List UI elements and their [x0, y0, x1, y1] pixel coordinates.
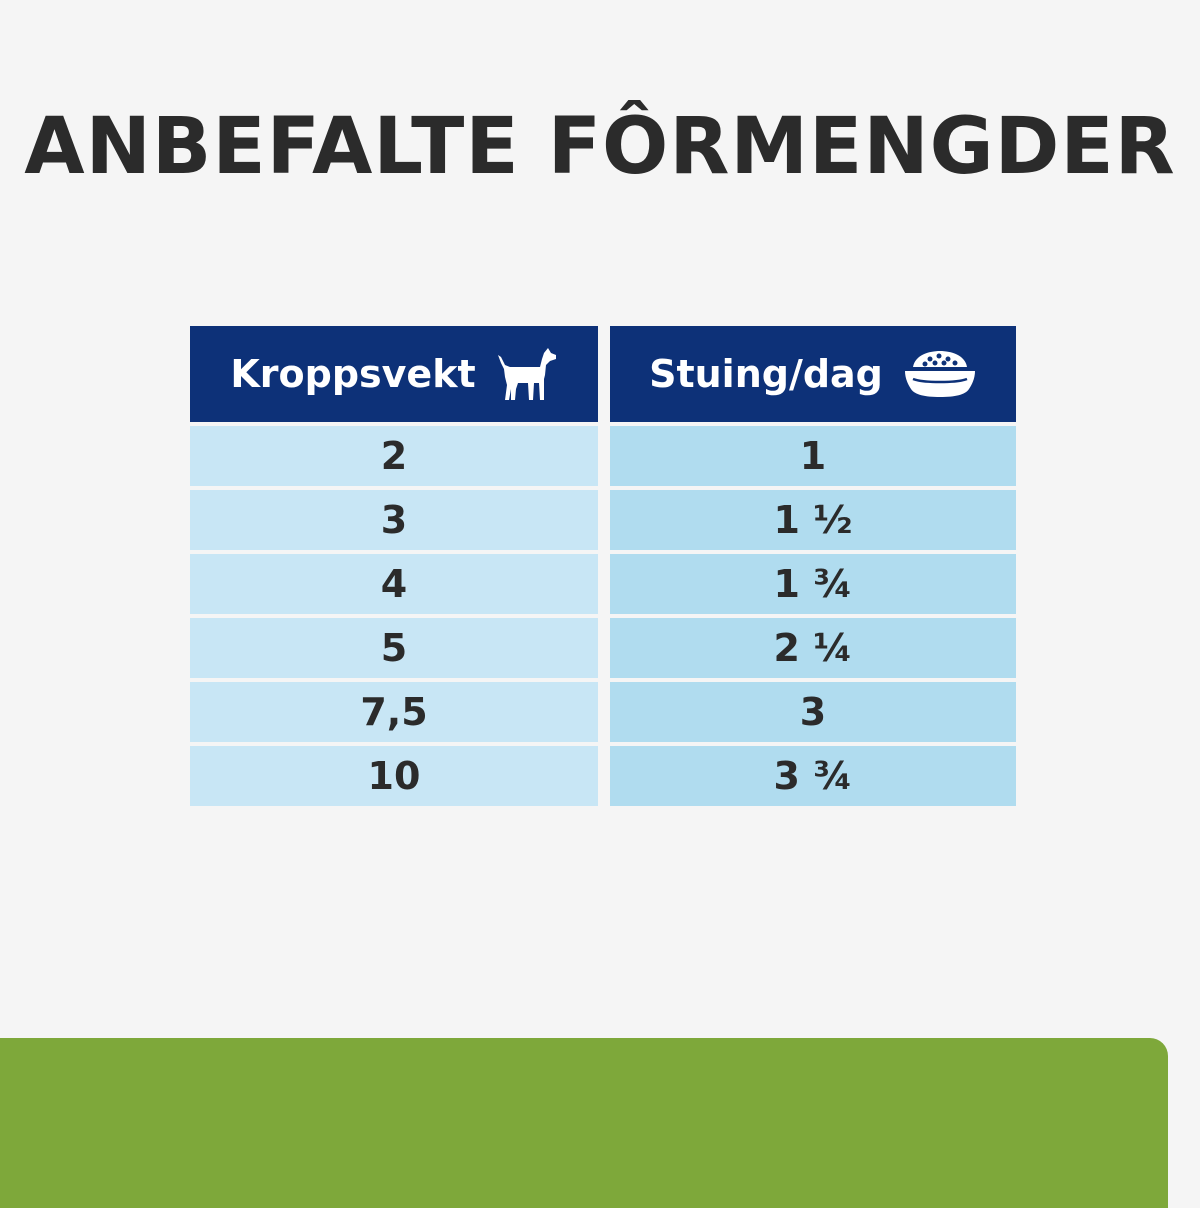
page-title: ANBEFALTE FÔRMENGDER [24, 102, 1176, 192]
table-header-row: Kroppsvekt Stuing/dag [190, 326, 1016, 422]
weight-cell: 4 [190, 554, 598, 614]
food-bowl-icon [903, 349, 977, 399]
amount-cell: 1 ¾ [610, 554, 1016, 614]
footer-band [0, 1038, 1168, 1208]
weight-cell: 10 [190, 746, 598, 806]
amount-cell: 3 ¾ [610, 746, 1016, 806]
header-amount: Stuing/dag [610, 326, 1016, 422]
feeding-table: Kroppsvekt Stuing/dag [190, 326, 1016, 806]
amount-cell: 1 ½ [610, 490, 1016, 550]
amount-cell: 3 [610, 682, 1016, 742]
table-row: 5 2 ¼ [190, 618, 1016, 678]
amount-cell: 2 ¼ [610, 618, 1016, 678]
table-row: 3 1 ½ [190, 490, 1016, 550]
weight-cell: 7,5 [190, 682, 598, 742]
table-row: 4 1 ¾ [190, 554, 1016, 614]
table-row: 7,5 3 [190, 682, 1016, 742]
header-body-weight: Kroppsvekt [190, 326, 598, 422]
header-label: Stuing/dag [649, 352, 883, 396]
table-row: 10 3 ¾ [190, 746, 1016, 806]
table-row: 2 1 [190, 426, 1016, 486]
header-label: Kroppsvekt [230, 352, 476, 396]
weight-cell: 3 [190, 490, 598, 550]
amount-cell: 1 [610, 426, 1016, 486]
dog-icon [496, 345, 558, 403]
weight-cell: 2 [190, 426, 598, 486]
weight-cell: 5 [190, 618, 598, 678]
